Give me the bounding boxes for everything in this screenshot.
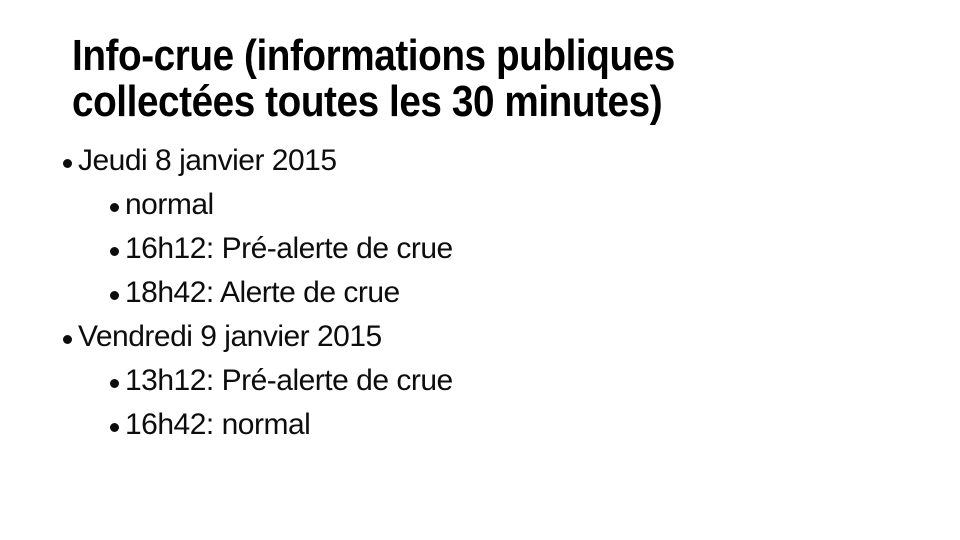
list-item-event: 16h42: normal: [110, 403, 960, 447]
event-label: 16h42: normal: [125, 408, 311, 441]
event-label: normal: [125, 188, 214, 221]
list-item-event: 16h12: Pré-alerte de crue: [110, 227, 960, 271]
list-item-day-2: Vendredi 9 janvier 2015: [63, 315, 960, 359]
list-item-event: normal: [110, 183, 960, 227]
event-label: 18h42: Alerte de crue: [125, 276, 400, 309]
bullet-icon: [110, 202, 119, 212]
event-label: 13h12: Pré-alerte de crue: [125, 364, 453, 397]
bullet-icon: [110, 290, 119, 300]
bullet-icon: [110, 246, 119, 256]
bullet-icon: [110, 422, 119, 432]
bullet-icon: [63, 158, 72, 168]
bullet-icon: [63, 334, 72, 344]
list-item-event: 13h12: Pré-alerte de crue: [110, 359, 960, 403]
title-line-1: Info-crue (informations publiques: [72, 31, 675, 80]
bullet-icon: [110, 378, 119, 388]
day-label: Jeudi 8 janvier 2015: [78, 144, 337, 177]
event-label: 16h12: Pré-alerte de crue: [125, 232, 453, 265]
title-line-2: collectées toutes les 30 minutes): [72, 77, 663, 126]
list-item-day-1: Jeudi 8 janvier 2015: [63, 139, 960, 183]
list-item-event: 18h42: Alerte de crue: [110, 271, 960, 315]
slide-title: Info-crue (informations publiques collec…: [72, 33, 675, 125]
bullet-list: Jeudi 8 janvier 2015 normal 16h12: Pré-a…: [0, 139, 960, 447]
day-label: Vendredi 9 janvier 2015: [78, 320, 382, 353]
